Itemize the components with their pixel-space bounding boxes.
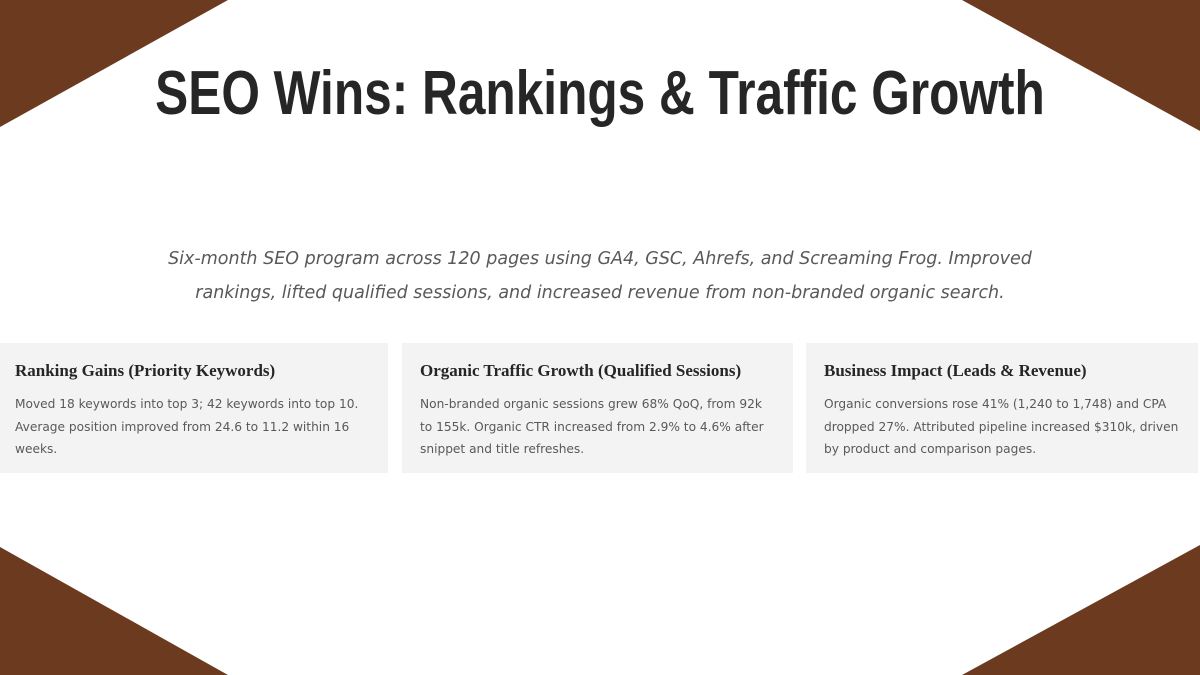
corner-decoration-top-right <box>962 0 1200 131</box>
card-heading: Organic Traffic Growth (Qualified Sessio… <box>420 361 742 380</box>
card-ranking-gains: Ranking Gains (Priority Keywords) Moved … <box>0 343 388 473</box>
page-title: SEO Wins: Rankings & Traffic Growth <box>155 59 1045 128</box>
card-heading: Business Impact (Leads & Revenue) <box>824 361 1087 380</box>
card-business-impact: Business Impact (Leads & Revenue) Organi… <box>806 343 1198 473</box>
corner-decoration-bottom-right <box>962 545 1200 675</box>
corner-decoration-bottom-left <box>0 547 228 675</box>
card-heading: Ranking Gains (Priority Keywords) <box>15 361 276 380</box>
card-organic-traffic: Organic Traffic Growth (Qualified Sessio… <box>402 343 793 473</box>
subtitle: Six-month SEO program across 120 pages u… <box>168 249 1032 303</box>
card-body: Non-branded organic sessions grew 68% Qo… <box>420 397 764 456</box>
card-body: Moved 18 keywords into top 3; 42 keyword… <box>15 397 359 456</box>
card-body: Organic conversions rose 41% (1,240 to 1… <box>824 397 1179 456</box>
